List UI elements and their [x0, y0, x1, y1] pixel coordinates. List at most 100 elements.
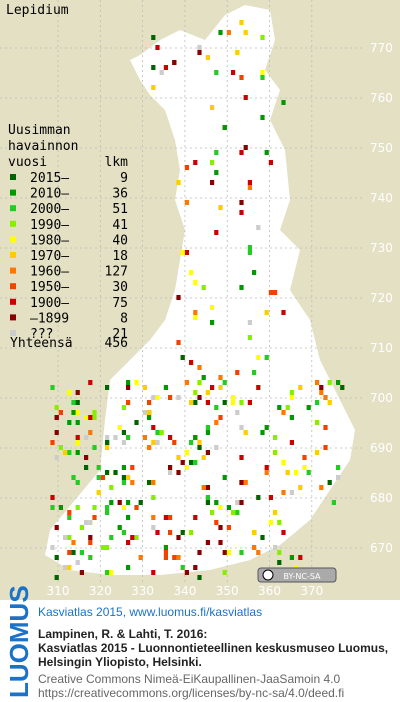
record-square	[247, 320, 252, 325]
record-square	[214, 150, 219, 155]
record-square	[84, 520, 89, 525]
record-square	[147, 415, 152, 420]
record-square	[214, 70, 219, 75]
legend-heading: vuosi	[8, 155, 47, 170]
record-square	[75, 410, 80, 415]
record-square	[289, 555, 294, 560]
record-square	[75, 390, 80, 395]
record-square	[226, 30, 231, 35]
legend-total: 456	[105, 336, 128, 351]
record-square	[50, 495, 55, 500]
record-square	[222, 125, 227, 130]
record-square	[163, 550, 168, 555]
brand: LUOMUS	[4, 585, 34, 698]
record-square	[121, 405, 126, 410]
record-square	[252, 270, 257, 275]
record-square	[184, 465, 189, 470]
y-tick-label: 720	[370, 291, 393, 305]
record-square	[231, 70, 236, 75]
record-square	[285, 470, 290, 475]
record-square	[281, 530, 286, 535]
record-square	[176, 295, 181, 300]
record-square	[184, 165, 189, 170]
license-badge-box	[257, 567, 337, 583]
record-square	[239, 150, 244, 155]
record-square	[189, 270, 194, 275]
record-square	[214, 230, 219, 235]
record-square	[121, 440, 126, 445]
record-square	[277, 405, 282, 410]
record-square	[151, 525, 156, 530]
record-square	[126, 385, 131, 390]
record-square	[264, 425, 269, 430]
record-square	[155, 45, 160, 50]
record-square	[218, 415, 223, 420]
record-square	[138, 555, 143, 560]
record-square	[277, 550, 282, 555]
record-square	[84, 465, 89, 470]
legend-heading: Uusimman	[8, 123, 71, 138]
record-square	[319, 385, 324, 390]
record-square	[88, 380, 93, 385]
record-square	[247, 185, 252, 190]
record-square	[218, 540, 223, 545]
record-square	[256, 550, 261, 555]
record-square	[88, 415, 93, 420]
record-square	[189, 360, 194, 365]
record-square	[205, 540, 210, 545]
legend-label: 2015–	[30, 171, 69, 186]
record-square	[75, 505, 80, 510]
record-square	[151, 395, 156, 400]
record-square	[151, 495, 156, 500]
record-square	[75, 420, 80, 425]
record-square	[243, 430, 248, 435]
record-square	[155, 395, 160, 400]
link[interactable]: Kasviatlas 2015, www.luomus.fi/kasviatla…	[38, 605, 262, 619]
record-square	[193, 390, 198, 395]
citation: Helsingin Yliopisto, Helsinki.	[38, 655, 202, 669]
record-square	[117, 525, 122, 530]
record-square	[96, 465, 101, 470]
record-square	[214, 170, 219, 175]
legend-count: 51	[112, 202, 128, 217]
record-square	[235, 370, 240, 375]
record-square	[121, 530, 126, 535]
record-square	[205, 485, 210, 490]
record-square	[214, 520, 219, 525]
record-square	[151, 515, 156, 520]
record-square	[323, 445, 328, 450]
record-square	[197, 45, 202, 50]
record-square	[50, 440, 55, 445]
record-square	[163, 65, 168, 70]
record-square	[247, 400, 252, 405]
title: Lepidium	[6, 3, 69, 18]
record-square	[281, 460, 286, 465]
record-square	[243, 480, 248, 485]
record-square	[130, 535, 135, 540]
record-square	[109, 485, 114, 490]
record-square	[134, 535, 139, 540]
record-square	[147, 400, 152, 405]
record-square	[109, 500, 114, 505]
record-square	[84, 455, 89, 460]
record-square	[256, 355, 261, 360]
record-square	[147, 410, 152, 415]
record-square	[109, 535, 114, 540]
record-square	[226, 525, 231, 530]
record-square	[201, 285, 206, 290]
y-tick-label: 770	[370, 41, 393, 55]
record-square	[243, 95, 248, 100]
record-square	[193, 310, 198, 315]
record-square	[184, 380, 189, 385]
license: https://creativecommons.org/licenses/by-…	[38, 686, 344, 700]
record-square	[117, 500, 122, 505]
record-square	[88, 555, 93, 560]
record-square	[193, 280, 198, 285]
record-square	[193, 565, 198, 570]
record-square	[176, 340, 181, 345]
record-square	[306, 470, 311, 475]
record-square	[79, 550, 84, 555]
record-square	[176, 555, 181, 560]
record-square	[92, 505, 97, 510]
record-square	[67, 450, 72, 455]
